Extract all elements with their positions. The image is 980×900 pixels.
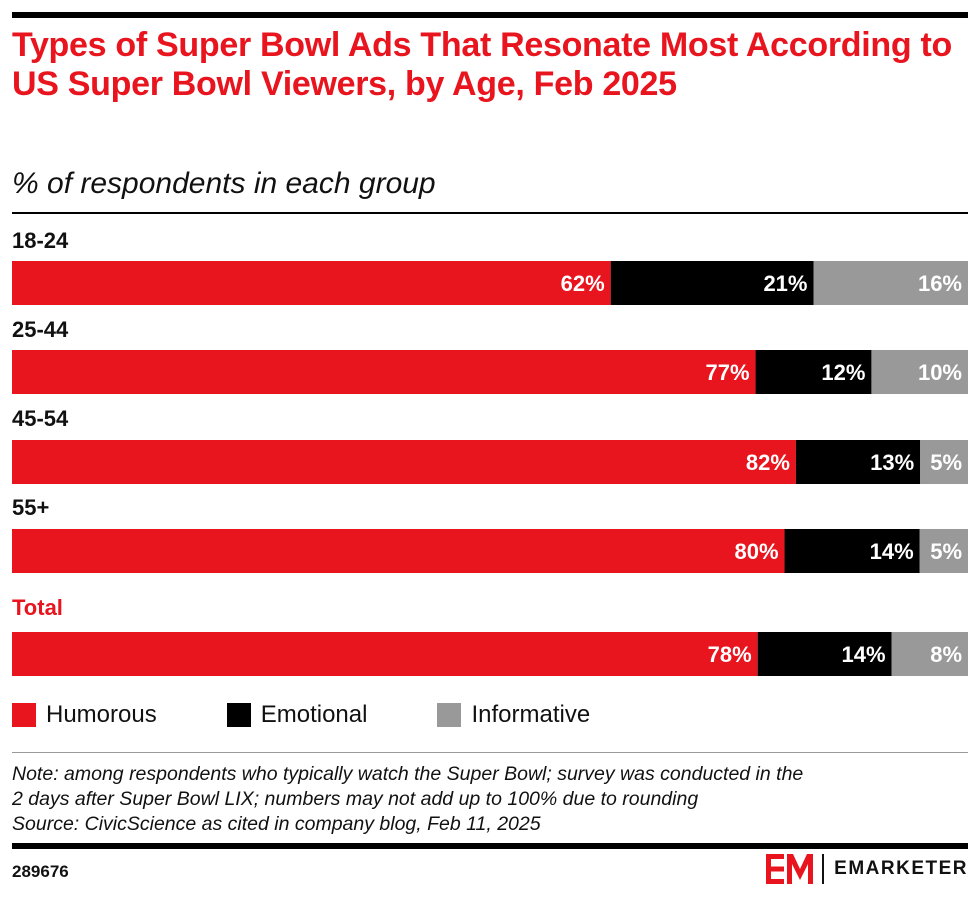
bar-emotional-total — [757, 632, 892, 676]
bar-emotional-25-44 — [755, 350, 872, 394]
category-label-total: Total — [12, 595, 63, 620]
data-label-informative-18-24: 16% — [918, 271, 962, 296]
data-label-humorous-25-44: 77% — [706, 360, 750, 385]
bar-informative-55 — [919, 529, 968, 573]
bar-humorous-55 — [12, 529, 785, 573]
category-label-45-54: 45-54 — [12, 406, 69, 431]
stacked-bar-chart: 18-24 62% 21% 16% 25-44 77% 12% 10% 45-54 82% 13% 5… — [12, 228, 968, 676]
bar-humorous-18-24 — [12, 261, 611, 305]
legend-label-humorous: Humorous — [46, 701, 157, 728]
data-label-emotional-total: 14% — [841, 642, 885, 667]
data-label-emotional-45-54: 13% — [870, 450, 914, 475]
note-line-1: Note: among respondents who typically wa… — [12, 763, 804, 785]
emarketer-logo-icon — [766, 854, 814, 884]
bar-humorous-25-44 — [12, 350, 756, 394]
bar-emotional-55 — [784, 529, 920, 573]
data-label-emotional-55: 14% — [870, 539, 914, 564]
data-label-informative-total: 8% — [930, 642, 962, 667]
bar-humorous-total — [12, 632, 758, 676]
brand-name: EMARKETER — [834, 858, 968, 879]
subtitle-rule — [12, 212, 968, 214]
bar-emotional-18-24 — [610, 261, 814, 305]
data-label-emotional-18-24: 21% — [763, 271, 807, 296]
legend-swatch-informative — [437, 703, 462, 727]
bar-emotional-45-54 — [795, 440, 921, 484]
bar-informative-18-24 — [813, 261, 968, 305]
footnote: Note: among respondents who typically wa… — [12, 762, 972, 837]
bar-informative-total — [891, 632, 968, 676]
legend-swatch-emotional — [226, 703, 251, 727]
legend-swatch-humorous — [12, 703, 36, 727]
source-line: Source: CivicScience as cited in company… — [12, 813, 541, 835]
legend-rule — [12, 752, 968, 753]
chart-id: 289676 — [12, 862, 69, 881]
data-label-humorous-45-54: 82% — [746, 450, 790, 475]
legend-item-humorous: Humorous — [12, 701, 157, 729]
data-label-humorous-55: 80% — [734, 539, 778, 564]
chart-legend: Humorous Emotional Informative — [12, 700, 660, 730]
note-line-2: 2 days after Super Bowl LIX; numbers may… — [12, 788, 699, 810]
top-rule — [12, 12, 968, 18]
data-label-informative-55: 5% — [930, 539, 962, 564]
legend-label-emotional: Emotional — [260, 701, 368, 728]
data-label-informative-45-54: 5% — [930, 450, 962, 475]
legend-item-emotional: Emotional — [226, 701, 368, 729]
bar-humorous-45-54 — [12, 440, 796, 484]
brand-separator — [822, 854, 825, 884]
data-label-informative-25-44: 10% — [918, 360, 962, 385]
category-label-18-24: 18-24 — [12, 228, 69, 253]
brand-block: EMARKETER — [766, 854, 968, 884]
category-label-55: 55+ — [12, 495, 49, 520]
data-label-emotional-25-44: 12% — [821, 360, 865, 385]
bar-informative-25-44 — [871, 350, 968, 394]
chart-title: Types of Super Bowl Ads That Resonate Mo… — [12, 26, 952, 103]
bar-informative-45-54 — [920, 440, 968, 484]
legend-item-informative: Informative — [437, 701, 590, 729]
footer-rule — [12, 843, 968, 849]
data-label-humorous-total: 78% — [708, 642, 752, 667]
data-label-humorous-18-24: 62% — [561, 271, 605, 296]
chart-subtitle: % of respondents in each group — [12, 167, 436, 200]
category-label-25-44: 25-44 — [12, 317, 69, 342]
legend-label-informative: Informative — [471, 701, 591, 728]
